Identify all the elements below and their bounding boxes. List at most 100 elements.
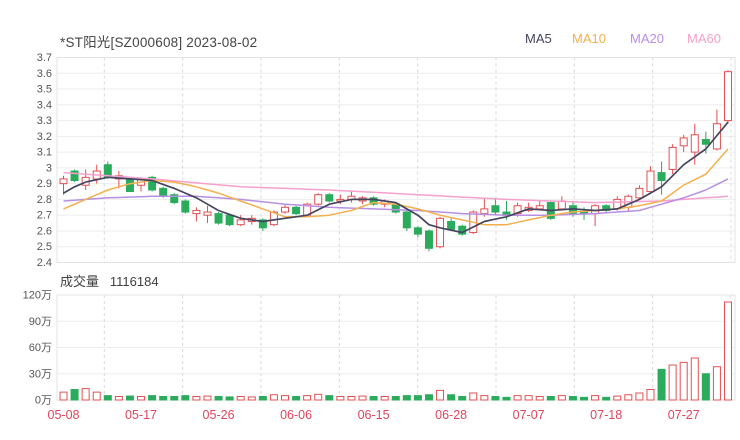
- volume-bar-06-30[interactable]: [469, 392, 478, 401]
- volume-bar-06-08[interactable]: [314, 393, 323, 401]
- volume-bar-06-29[interactable]: [458, 396, 467, 401]
- volume-bar-07-25[interactable]: [657, 368, 666, 401]
- volume-bar-07-21[interactable]: [635, 392, 644, 401]
- candle-06-29[interactable]: [458, 224, 467, 236]
- candle-05-08[interactable]: [59, 175, 68, 195]
- volume-bar-06-05[interactable]: [281, 395, 289, 401]
- candle-layer[interactable]: [59, 70, 732, 252]
- volume-bar-06-14[interactable]: [358, 395, 367, 401]
- volume-bar-07-31[interactable]: [701, 373, 710, 401]
- volume-bar-05-10[interactable]: [81, 388, 90, 401]
- volume-bar-05-29[interactable]: [225, 396, 234, 401]
- volume-bar-07-04[interactable]: [491, 396, 500, 401]
- volume-bar-07-06[interactable]: [513, 395, 522, 401]
- volume-bar-07-10[interactable]: [535, 396, 544, 401]
- volume-bar-05-09[interactable]: [70, 389, 79, 401]
- candle-06-15[interactable]: [369, 196, 378, 206]
- candle-06-01[interactable]: [258, 218, 267, 231]
- volume-bar-06-27[interactable]: [436, 389, 445, 401]
- volume-bar-05-19[interactable]: [159, 396, 168, 401]
- legend-ma5[interactable]: MA5: [525, 31, 552, 46]
- volume-bar-07-24[interactable]: [646, 389, 655, 401]
- candle-07-25[interactable]: [657, 161, 666, 195]
- candle-07-26[interactable]: [668, 144, 677, 175]
- volume-bar-05-31[interactable]: [247, 396, 256, 401]
- candle-07-24[interactable]: [646, 166, 655, 194]
- volume-bar-05-12[interactable]: [103, 395, 112, 401]
- volume-bar-07-14[interactable]: [580, 396, 589, 401]
- volume-bar-06-02[interactable]: [269, 394, 278, 401]
- candle-05-22[interactable]: [170, 193, 179, 205]
- candle-06-13[interactable]: [347, 191, 356, 203]
- volume-bar-06-13[interactable]: [347, 396, 356, 401]
- candle-06-26[interactable]: [424, 229, 433, 252]
- volume-bar-05-26[interactable]: [214, 396, 223, 401]
- volume-bar-07-03[interactable]: [480, 395, 489, 401]
- volume-bar-05-16[interactable]: [125, 395, 134, 401]
- volume-bar-06-16[interactable]: [380, 396, 389, 401]
- candle-07-21[interactable]: [635, 185, 644, 200]
- volume-bar-06-09[interactable]: [325, 395, 334, 401]
- candle-06-27[interactable]: [436, 216, 445, 249]
- candle-06-06[interactable]: [292, 205, 301, 216]
- volume-bar-05-17[interactable]: [137, 396, 146, 401]
- volume-bar-06-01[interactable]: [258, 396, 267, 401]
- volume-bar-08-01[interactable]: [712, 366, 721, 401]
- candle-07-31[interactable]: [701, 131, 710, 154]
- candle-05-30[interactable]: [236, 215, 245, 227]
- volume-bar-05-23[interactable]: [181, 395, 190, 401]
- volume-bar-06-19[interactable]: [391, 396, 400, 401]
- volume-bar-05-15[interactable]: [114, 396, 123, 401]
- candle-06-20[interactable]: [402, 210, 411, 231]
- volume-bar-06-21[interactable]: [413, 395, 422, 401]
- candle-07-12[interactable]: [557, 196, 566, 211]
- volume-bar-08-02[interactable]: [724, 301, 732, 401]
- volume-bar-05-30[interactable]: [236, 396, 245, 401]
- volume-bar-05-25[interactable]: [203, 395, 212, 401]
- volume-bar-07-26[interactable]: [668, 364, 677, 401]
- volume-layer[interactable]: [59, 301, 732, 401]
- volume-bar-06-26[interactable]: [424, 394, 433, 401]
- candle-05-24[interactable]: [192, 207, 201, 222]
- volume-bar-07-17[interactable]: [591, 395, 600, 401]
- volume-bar-07-19[interactable]: [613, 395, 622, 401]
- candle-06-09[interactable]: [325, 193, 334, 203]
- volume-bar-06-28[interactable]: [447, 394, 456, 401]
- volume-bar-06-15[interactable]: [369, 396, 378, 401]
- volume-bar-06-07[interactable]: [303, 395, 312, 401]
- legend-ma10[interactable]: MA10: [572, 31, 606, 46]
- volume-bar-07-13[interactable]: [568, 396, 577, 401]
- volume-bar-07-07[interactable]: [524, 395, 533, 401]
- candle-07-28[interactable]: [690, 123, 699, 165]
- volume-bar-06-20[interactable]: [402, 395, 411, 401]
- volume-bar-07-11[interactable]: [546, 396, 555, 401]
- candle-05-26[interactable]: [214, 212, 223, 225]
- candle-08-02[interactable]: [724, 70, 732, 124]
- candle-05-25[interactable]: [203, 205, 212, 224]
- candle-07-03[interactable]: [480, 197, 489, 217]
- volume-bar-05-22[interactable]: [170, 396, 179, 401]
- candle-08-01[interactable]: [712, 109, 721, 151]
- volume-bar-07-28[interactable]: [690, 357, 699, 401]
- candle-05-09[interactable]: [70, 169, 79, 183]
- volume-bar-07-20[interactable]: [624, 394, 633, 401]
- volume-bar-07-05[interactable]: [502, 396, 511, 401]
- volume-bar-05-08[interactable]: [59, 391, 68, 401]
- volume-bar-05-11[interactable]: [92, 391, 101, 401]
- candle-06-05[interactable]: [281, 204, 289, 214]
- candle-06-08[interactable]: [314, 193, 323, 206]
- volume-bar-07-27[interactable]: [679, 361, 688, 401]
- candle-07-04[interactable]: [491, 199, 500, 216]
- candle-05-23[interactable]: [181, 199, 190, 214]
- volume-bar-05-18[interactable]: [148, 395, 157, 401]
- volume-bar-07-12[interactable]: [557, 395, 566, 401]
- volume-bar-05-24[interactable]: [192, 396, 201, 401]
- candle-07-27[interactable]: [679, 134, 688, 153]
- volume-bar-06-06[interactable]: [292, 396, 301, 401]
- volume-bar-07-18[interactable]: [602, 396, 611, 401]
- candle-06-21[interactable]: [413, 226, 422, 238]
- volume-bar-06-12[interactable]: [336, 396, 345, 401]
- legend-ma60[interactable]: MA60: [687, 31, 721, 46]
- candle-05-10[interactable]: [81, 169, 90, 190]
